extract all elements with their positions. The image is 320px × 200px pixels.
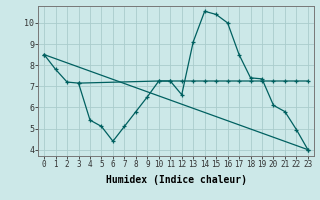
X-axis label: Humidex (Indice chaleur): Humidex (Indice chaleur) bbox=[106, 175, 246, 185]
